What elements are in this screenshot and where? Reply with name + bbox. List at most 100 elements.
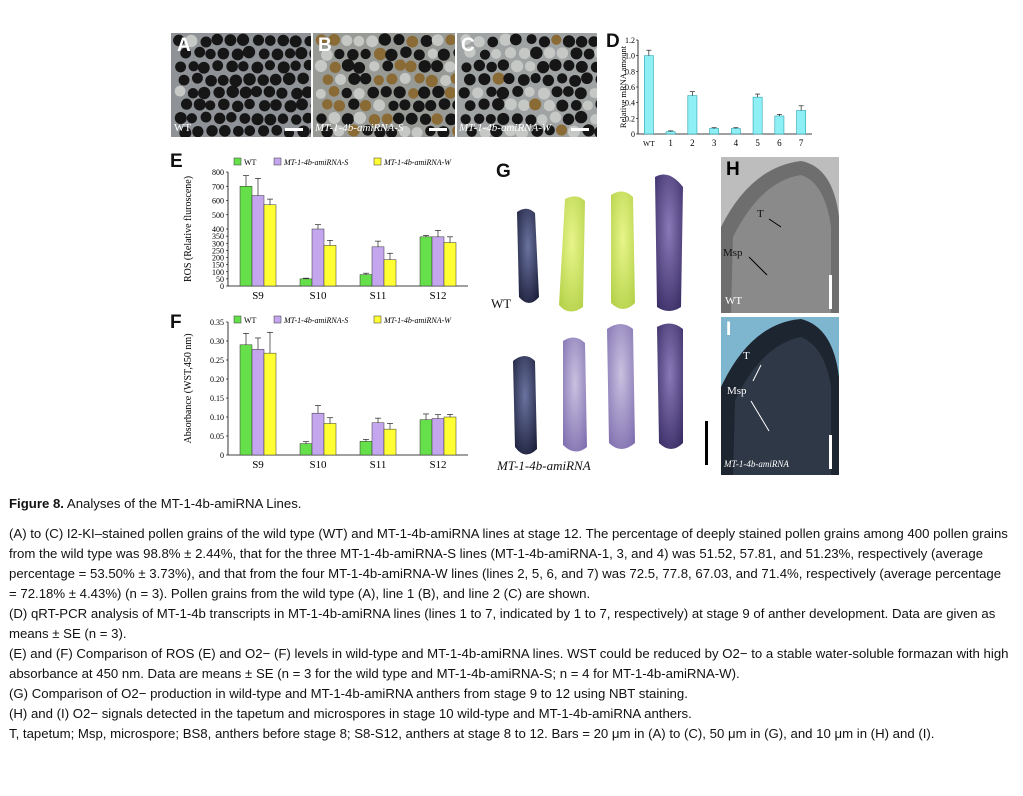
- chart-d-xtick-label: 5: [755, 138, 760, 148]
- chart-f: WT MT-1-4b-amiRNA-S MT-1-4b-amiRNA-W 0 0.05 0…: [183, 315, 468, 471]
- chartF-ytick-label: 0.30: [210, 337, 224, 346]
- chartE-bar: [263, 204, 277, 287]
- chartE-bar: [311, 228, 325, 287]
- panel-c-photo: C MT-1-4b-amiRNA-W: [457, 33, 597, 137]
- legend-label-chartE: MT-1-4b-amiRNA-W: [383, 158, 452, 167]
- chartE-bar: [431, 236, 445, 287]
- legend-label-chartE: MT-1-4b-amiRNA-S: [283, 158, 348, 167]
- legend-label-chartE: WT: [244, 158, 257, 167]
- legend-label-chartF: MT-1-4b-amiRNA-S: [283, 316, 348, 325]
- panel-h-wt-label: WT: [725, 295, 743, 307]
- caption-title-text: Analyses of the MT-1-4b-amiRNA Lines.: [66, 496, 302, 511]
- panel-letter-a: A: [177, 35, 191, 56]
- panel-letter-i: I: [726, 319, 732, 340]
- chart-d-bar: [774, 115, 785, 135]
- chart-d-bar: [796, 110, 806, 135]
- panel-g-mt-label: MT-1-4b-amiRNA: [497, 458, 591, 473]
- chart-d-bar: [731, 128, 741, 135]
- chartF-bar: [311, 412, 325, 456]
- chartE-ytick-label: 200: [212, 254, 224, 263]
- chartE-xtick-label: S12: [429, 290, 446, 302]
- panel-i-photo: I T Msp MT-1-4b-amiRNA: [721, 317, 839, 475]
- chartF-bar: [443, 416, 457, 456]
- chart-d-ytick-label: 0: [631, 130, 635, 139]
- chartE-ytick-label: 0: [220, 282, 224, 291]
- chart-d-ytick-label: 0.4: [625, 99, 635, 108]
- caption-p3: (E) and (F) Comparison of ROS (E) and O2…: [9, 646, 1009, 681]
- panel-letter-f: F: [170, 312, 182, 333]
- chartF-ytick-label: 0.25: [210, 356, 224, 365]
- panel-a-photo: A WT: [171, 33, 311, 137]
- caption-p1: (A) to (C) I2-KI–stained pollen grains o…: [9, 526, 1008, 601]
- chart-d-bar: [752, 96, 763, 135]
- caption-p2: (D) qRT-PCR analysis of MT-1-4b transcri…: [9, 606, 996, 641]
- anther-wt-s10: [559, 196, 585, 312]
- chartE-ytick-label: 400: [212, 225, 224, 234]
- chartF-xtick-label: S10: [309, 459, 327, 471]
- chartF-bar: [359, 441, 373, 456]
- legend-swatch-chartE: [373, 157, 382, 166]
- scale-bar-i: [829, 435, 832, 469]
- chartE-bar: [323, 245, 337, 287]
- scale-bar-b: [429, 128, 447, 131]
- chartE-ytick-label: 100: [212, 268, 224, 277]
- chartF-bar: [419, 419, 433, 456]
- anther-wt-s12: [655, 174, 683, 311]
- panel-i-mt-label: MT-1-4b-amiRNA: [724, 459, 789, 469]
- caption-p5: (H) and (I) O2− signals detected in the …: [9, 706, 692, 721]
- legend-label-chartF: MT-1-4b-amiRNA-W: [383, 316, 452, 325]
- panel-letter-b: B: [318, 35, 332, 56]
- chartE-ytick-label: 800: [212, 168, 224, 177]
- panel-h-msp-label: Msp: [723, 247, 743, 259]
- chartE-xtick-label: S9: [252, 290, 264, 302]
- chart-d-ytick-label: 0.6: [625, 83, 635, 92]
- scale-bar-a: [285, 128, 303, 131]
- anther-section-i: [721, 319, 839, 475]
- caption-title-bold: Figure 8.: [9, 496, 64, 511]
- chartE-ylabel: ROS (Relative fluroscene): [183, 176, 194, 282]
- chartE-bar: [383, 259, 397, 287]
- chart-d-xtick-label: 2: [690, 138, 695, 148]
- chartF-bar: [263, 352, 277, 456]
- panel-g: G WT MT-1-4b-amiRNA: [487, 157, 715, 475]
- chartF-bar: [251, 349, 265, 456]
- chartF-bar: [383, 428, 397, 456]
- legend-swatch-chartF: [233, 315, 242, 324]
- chart-d-ylabel: Relative mRNA amount: [618, 45, 628, 128]
- legend-label-chartF: WT: [244, 316, 257, 325]
- figure-caption: Figure 8. Analyses of the MT-1-4b-amiRNA…: [9, 494, 1009, 744]
- chartF-xtick-label: S11: [370, 459, 387, 471]
- chartF-ytick-label: 0.05: [210, 432, 224, 441]
- chart-d-bar: [709, 128, 719, 135]
- panel-c-label: MT-1-4b-amiRNA-W: [459, 122, 552, 134]
- panel-letter-c: C: [461, 35, 475, 56]
- chartE-ytick-label: 350: [212, 232, 224, 241]
- chartE-ytick-label: 300: [212, 239, 224, 248]
- anther-mt-s12: [657, 323, 683, 449]
- chartF-xtick-label: S9: [252, 459, 264, 471]
- chart-d-xtick-label: 6: [777, 138, 782, 148]
- legend-swatch-chartF: [373, 315, 382, 324]
- panel-b-label: MT-1-4b-amiRNA-S: [315, 122, 404, 134]
- chart-d-xtick-label: WT: [643, 139, 655, 148]
- scale-bar-g: [705, 421, 708, 465]
- chart-d-bar: [665, 131, 676, 135]
- panel-letter-e: E: [170, 151, 183, 172]
- chart-d-ytick-label: 0.8: [625, 67, 635, 76]
- chartE-ytick-label: 500: [212, 211, 224, 220]
- panel-letter-h: H: [726, 159, 740, 180]
- legend-swatch-chartF: [273, 315, 282, 324]
- chartF-bar: [431, 418, 445, 456]
- chartF-bar: [239, 344, 253, 456]
- chart-d-xtick-label: 4: [734, 138, 739, 148]
- anther-mt-s10: [563, 337, 587, 452]
- caption-title: Figure 8. Analyses of the MT-1-4b-amiRNA…: [9, 494, 1009, 514]
- anther-section-h: [721, 161, 839, 313]
- chartE-bar: [239, 186, 253, 287]
- chart-d-xtick-label: 3: [712, 138, 717, 148]
- panel-i-msp-label: Msp: [727, 385, 747, 397]
- chart-d-bar: [644, 55, 654, 135]
- panel-i-t-label: T: [743, 350, 750, 362]
- chart-d-ytick-label: 1.2: [625, 36, 635, 45]
